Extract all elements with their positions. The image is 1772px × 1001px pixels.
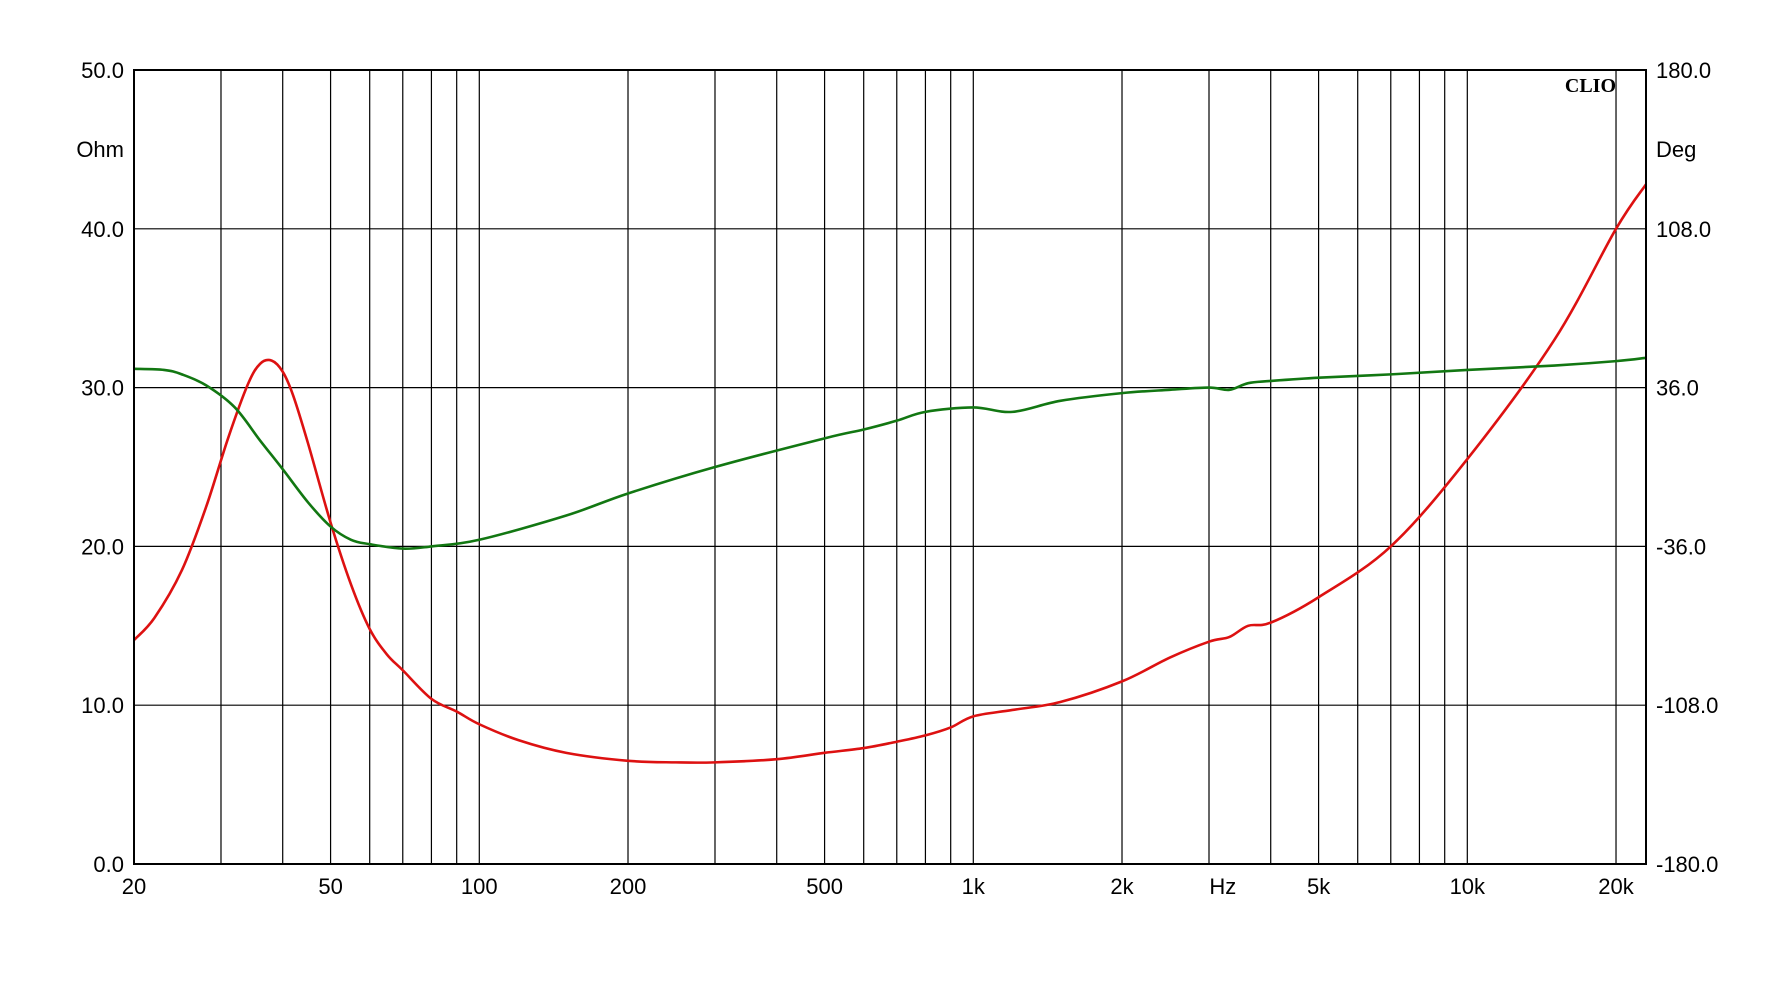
x-tick-label: 200: [610, 874, 647, 899]
axis-labels: Ohm Deg CLIO 50.0 40.0 30.0 20.0 10.0 0.0 180.…: [76, 58, 1718, 899]
y-right-tick-label: 180.0: [1656, 58, 1711, 83]
y-left-tick-label: 40.0: [81, 217, 124, 242]
y-left-tick-label: 30.0: [81, 376, 124, 401]
series-layer: [133, 183, 1648, 764]
x-tick-label: 500: [806, 874, 843, 899]
x-tick-label: 5k: [1307, 874, 1331, 899]
y-right-tick-label: -36.0: [1656, 534, 1706, 559]
x-tick-label: 1k: [962, 874, 986, 899]
x-tick-label: 10k: [1450, 874, 1486, 899]
phase-curve: [133, 356, 1647, 550]
x-tick-label: 20: [122, 874, 146, 899]
y-left-tick-label: 20.0: [81, 534, 124, 559]
impedance-curve: [133, 183, 1648, 764]
x-tick-label: 100: [461, 874, 498, 899]
y-left-tick-label: 0.0: [93, 852, 124, 877]
plot-frame: [133, 69, 1647, 865]
y-right-tick-label: -108.0: [1656, 693, 1718, 718]
y-left-tick-label: 50.0: [81, 58, 124, 83]
x-axis-label: Hz: [1209, 874, 1236, 899]
y-left-axis-label: Ohm: [76, 137, 124, 162]
y-right-axis-label: Deg: [1656, 137, 1696, 162]
x-tick-label: 50: [318, 874, 342, 899]
y-right-tick-label: -180.0: [1656, 852, 1718, 877]
y-right-tick-label: 36.0: [1656, 376, 1699, 401]
y-right-tick-label: 108.0: [1656, 217, 1711, 242]
x-tick-label: 2k: [1110, 874, 1134, 899]
grid-lines: [134, 70, 1646, 864]
y-left-tick-label: 10.0: [81, 693, 124, 718]
x-tick-label: 20k: [1598, 874, 1634, 899]
clio-brand-label: CLIO: [1565, 75, 1616, 97]
